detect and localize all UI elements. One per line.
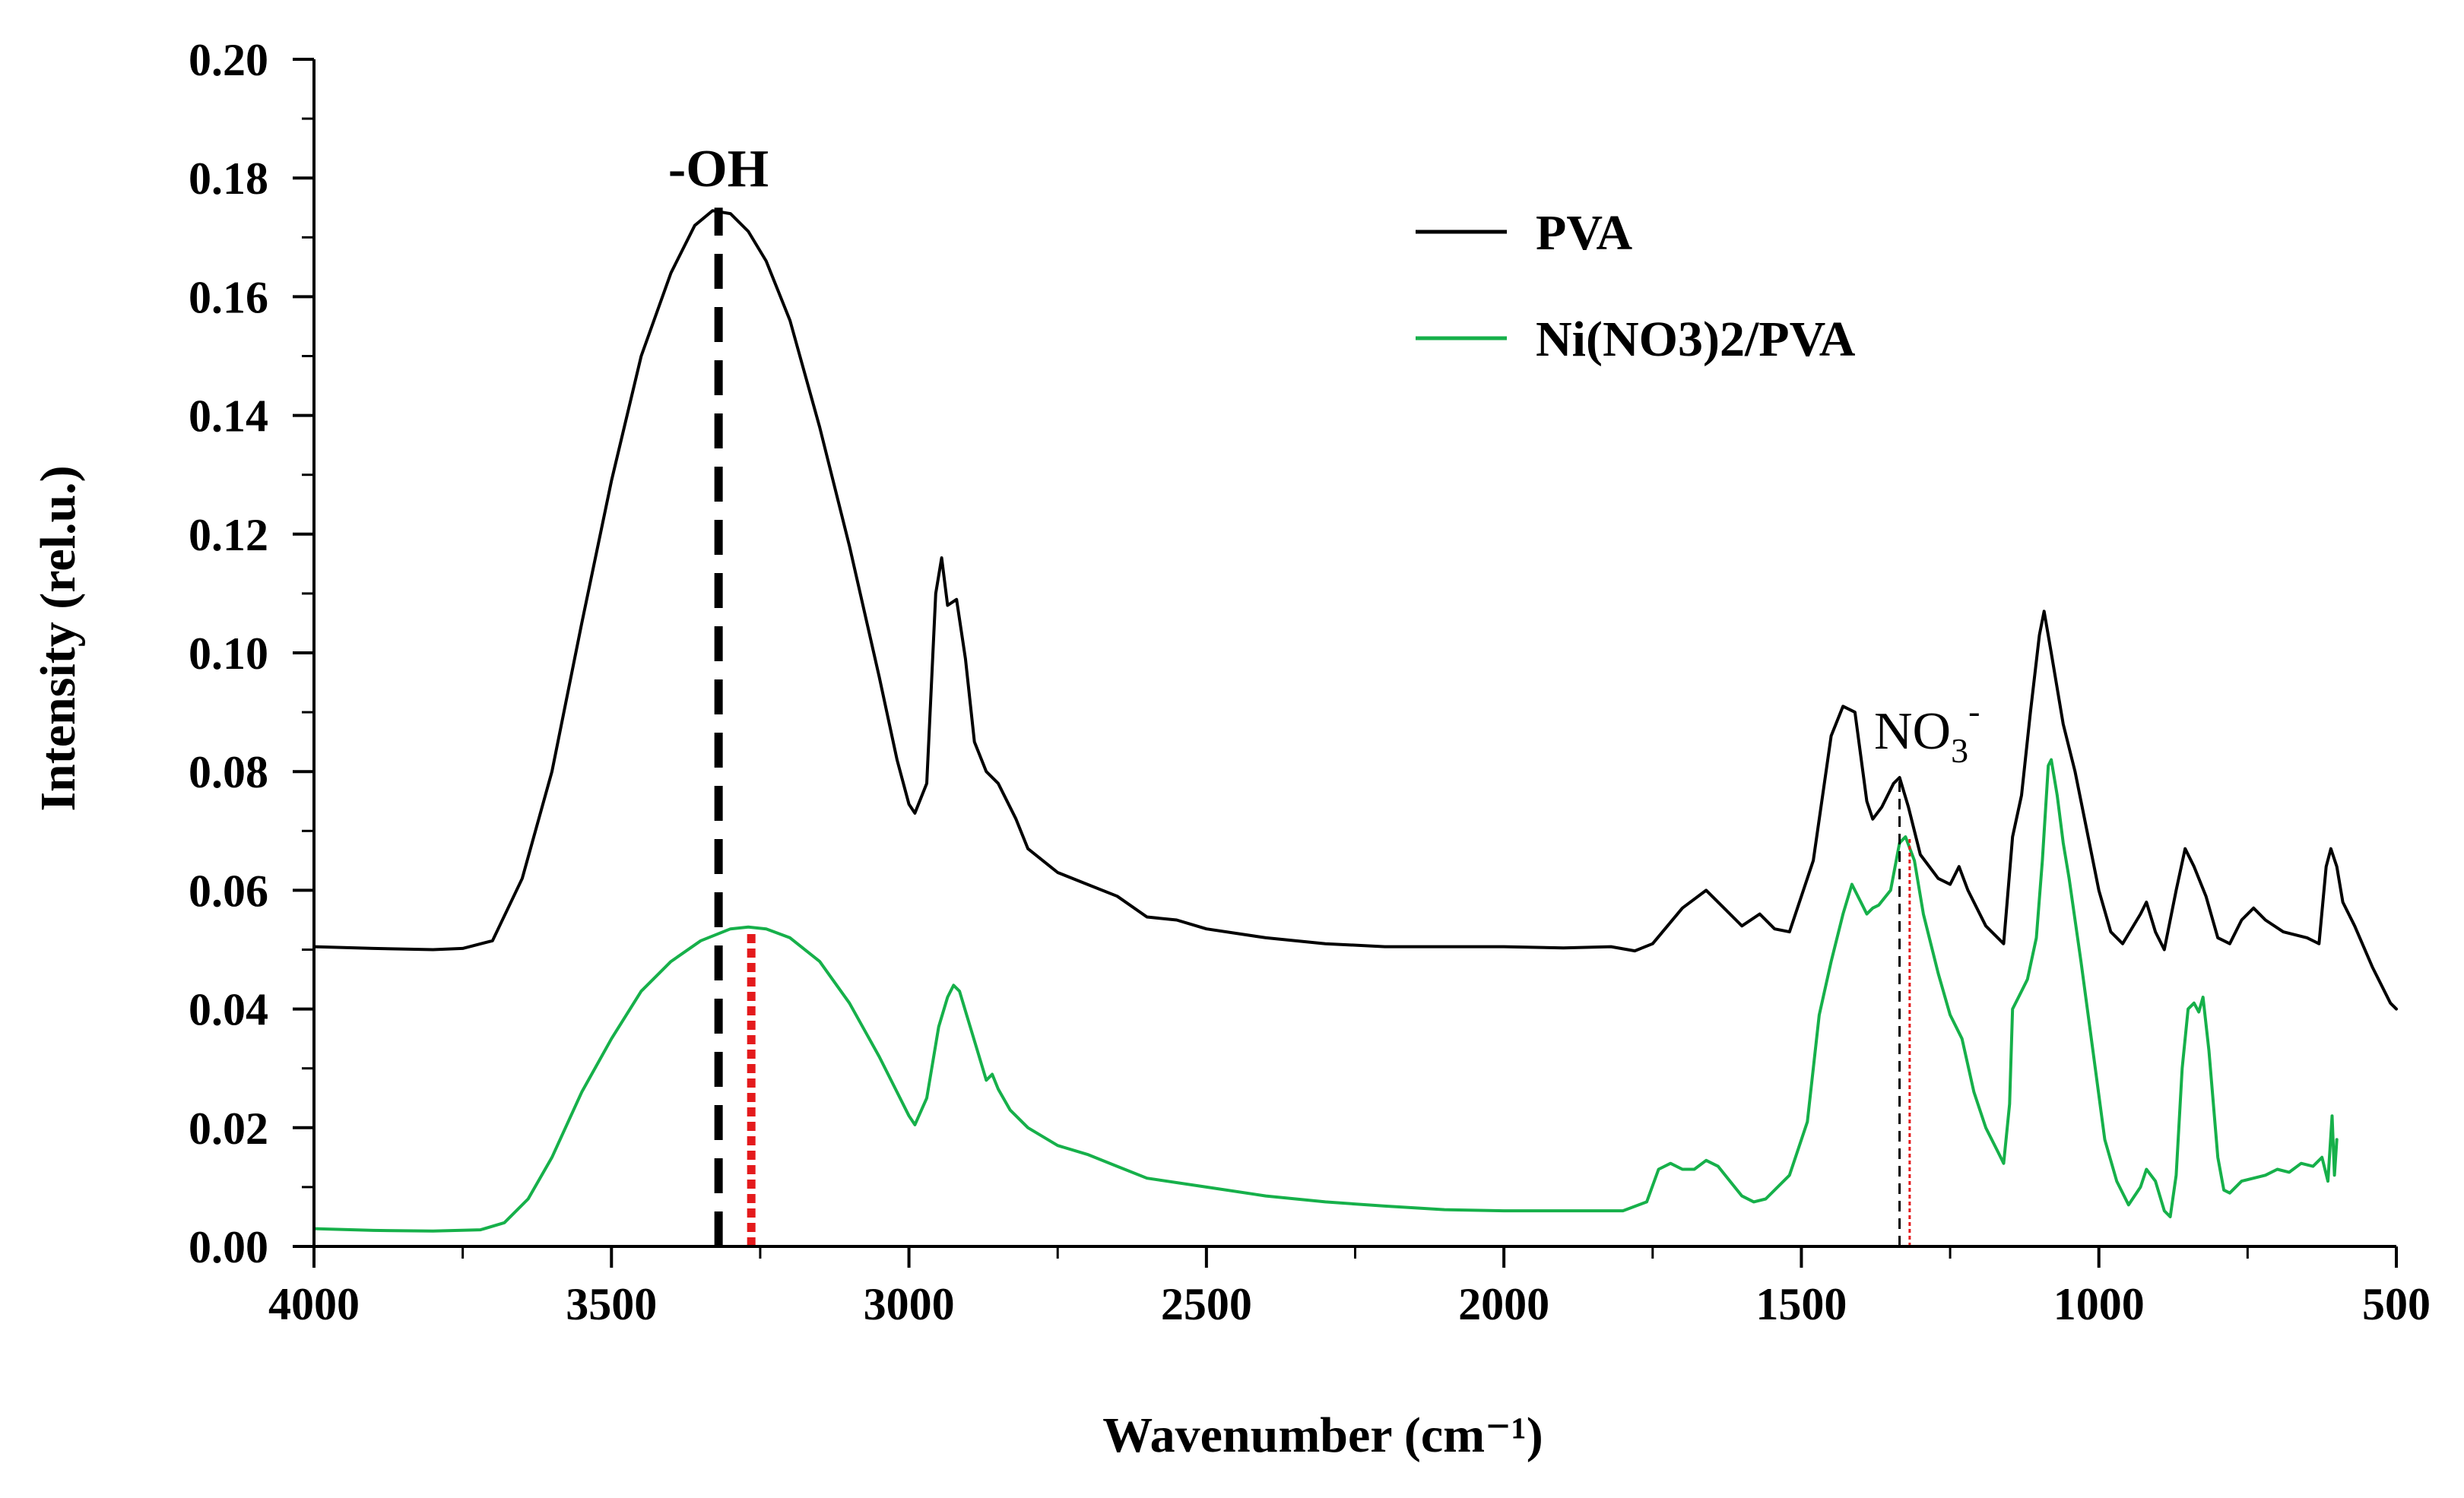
y-tick-label: 0.00 <box>189 1222 268 1272</box>
x-tick-label: 1500 <box>1755 1279 1847 1329</box>
annotation-no3-label: NO3- <box>1874 692 1980 770</box>
legend: PVA Ni(NO3)2/PVA <box>1416 205 1856 367</box>
x-tick-label: 2500 <box>1161 1279 1252 1329</box>
annotation-no3-sub: 3 <box>1951 731 1968 770</box>
series-line-pva <box>312 209 2398 1011</box>
y-tick-label: 0.18 <box>189 154 268 204</box>
x-tick-label: 1000 <box>2053 1279 2145 1329</box>
axes-layer: 0.00 0.02 0.04 0.06 0.08 0.10 0.12 0.14 0.16 0.18… <box>189 35 2431 1329</box>
series-layer <box>312 209 2398 1233</box>
legend-label-pva: PVA <box>1536 205 1632 261</box>
annotation-oh-label: -OH <box>668 140 769 198</box>
annotation-no3-sup: - <box>1968 692 1980 730</box>
y-tick-label: 0.14 <box>189 391 268 442</box>
x-tick-label: 2000 <box>1458 1279 1549 1329</box>
y-tick-label: 0.12 <box>189 510 268 560</box>
y-tick-label: 0.04 <box>189 985 268 1035</box>
x-tick-label: 3000 <box>864 1279 955 1329</box>
legend-label-ni-pva: Ni(NO3)2/PVA <box>1536 312 1856 367</box>
x-tick-label: 3500 <box>566 1279 657 1329</box>
x-tick-label: 500 <box>2362 1279 2431 1329</box>
x-tick-label: 4000 <box>268 1279 360 1329</box>
series-line-ni-pva <box>312 758 2339 1233</box>
x-axis-title: Wavenumber (cm⁻¹) <box>1102 1408 1543 1463</box>
y-tick-label: 0.16 <box>189 272 268 322</box>
y-tick-label: 0.20 <box>189 35 268 85</box>
y-axis-title: Intensity (rel.u.) <box>30 465 86 811</box>
annotation-layer <box>714 207 1911 1246</box>
annotation-no3-main: NO <box>1874 702 1951 761</box>
y-tick-label: 0.02 <box>189 1104 268 1154</box>
y-tick-label: 0.06 <box>189 866 268 916</box>
y-tick-label: 0.10 <box>189 629 268 679</box>
y-tick-label: 0.08 <box>189 747 268 797</box>
